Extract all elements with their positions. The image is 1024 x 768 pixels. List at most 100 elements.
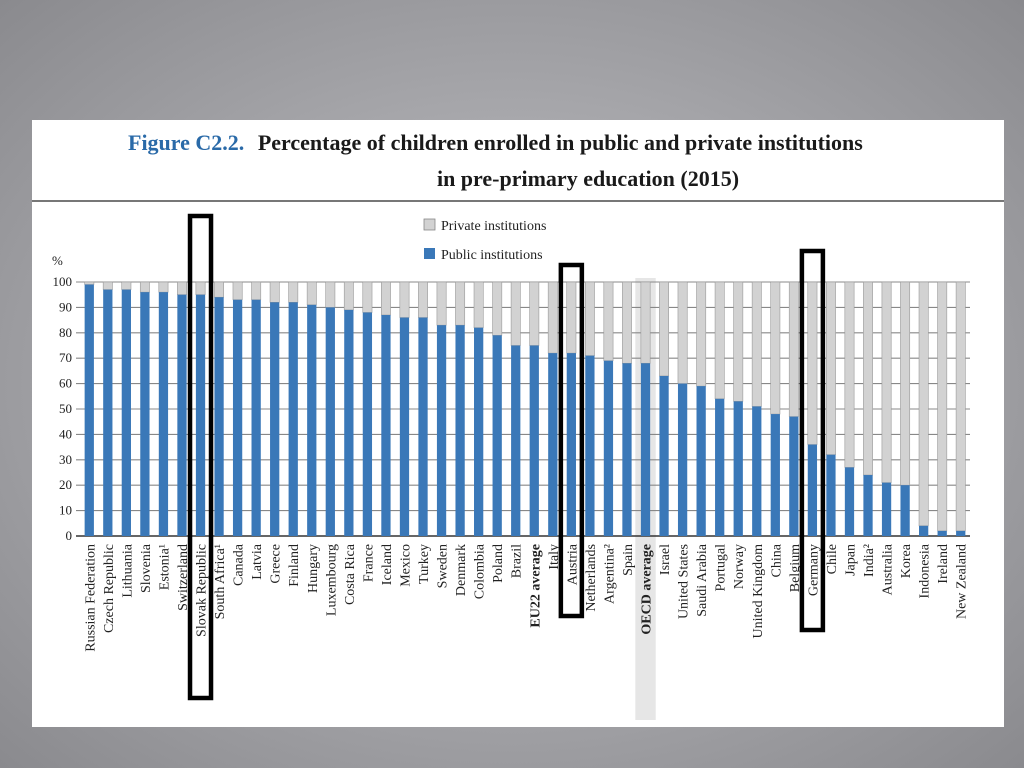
category-label: United States [677,544,692,619]
bar-private [788,281,799,417]
bar-private [751,281,762,407]
bar-public [937,530,947,536]
category-label: New Zealand [955,544,970,619]
category-label: Saudi Arabia [695,543,710,616]
category-label: Japan [843,544,858,576]
y-tick-label: 20 [59,477,72,492]
category-label: Austria [565,543,580,585]
category-label: Netherlands [584,544,599,612]
bar-private [473,281,484,329]
bar-public [511,345,521,536]
bar-private [399,281,410,318]
category-label: Chile [825,544,840,574]
bar-public [307,304,317,536]
bar-private [733,281,744,402]
category-label: Belgium [788,544,803,592]
bar-private [844,281,855,468]
bar-public [659,375,669,536]
category-label: France [361,544,376,582]
bar-public [677,383,688,536]
highlight-box [558,262,585,619]
bar-private [826,281,836,456]
bar-public [529,345,539,536]
category-label: China [769,543,784,577]
y-tick-label: 70 [59,350,72,365]
bar-public [251,299,261,536]
bar-public [474,327,484,536]
bar-private [84,281,95,285]
bar-public [418,317,428,536]
bar-public [399,317,410,536]
bar-private [306,281,317,306]
bar-private [900,281,911,486]
bar-private [381,281,391,316]
y-axis-unit: % [52,253,63,268]
category-label: Canada [232,543,247,586]
bar-public [325,307,335,536]
chart-title-line2: in pre-primary education (2015) [437,166,739,191]
bar-public [863,475,873,536]
bar-private [195,281,206,295]
y-tick-label: 10 [59,503,72,518]
bar-private [436,281,447,326]
category-label: EU22 average [528,544,543,628]
bar-public [696,386,706,536]
bar-private [177,281,187,295]
y-tick-label: 30 [59,452,72,467]
y-tick-label: 60 [59,376,72,391]
bar-private [362,281,373,313]
chart-slide: Figure C2.2. Percentage of children enro… [32,120,1004,727]
bar-private [659,281,669,377]
category-label: Estonia¹ [157,544,172,590]
y-tick-label: 90 [59,299,72,314]
bar-private [121,281,132,290]
bar-public [288,302,298,536]
bar-public [270,302,280,536]
bar-private [288,281,299,303]
highlight-box [799,248,826,633]
bar-private [863,281,873,476]
category-label: Russian Federation [83,544,98,652]
bar-private [158,281,169,293]
bar-public [715,398,725,536]
bar-public [919,525,929,536]
category-label: OECD average [640,544,655,635]
category-label: Norway [732,544,747,589]
bar-private [232,281,243,301]
category-label: Luxembourg [324,544,339,616]
y-tick-label: 50 [59,401,72,416]
bar-public [140,292,150,536]
y-tick-label: 40 [59,426,72,441]
bar-public [622,363,632,536]
category-label: Poland [491,544,506,583]
bar-private [529,281,540,346]
category-label: Spain [621,544,636,576]
bar-public [770,414,780,536]
category-label: Latvia [250,543,265,580]
bar-public [492,335,502,536]
category-label: Slovak Republic [195,544,210,637]
bar-public [844,467,855,536]
legend-public: Public institutions [441,248,543,263]
bar-public [807,444,818,536]
category-label: Argentina² [602,544,617,604]
category-label: Ireland [936,544,951,584]
highlight-box [187,213,214,701]
bar-public [381,315,391,536]
bar-private [603,281,614,362]
category-label: United Kingdom [751,544,766,639]
category-label: Sweden [436,544,451,588]
bar-private [139,281,150,293]
category-label: Switzerland [176,544,191,611]
category-label: Colombia [473,543,488,599]
bar-private [455,281,466,326]
category-label: Hungary [306,544,321,593]
bar-private [937,281,948,532]
category-label: Mexico [398,544,413,587]
bar-private [492,281,503,336]
chart-title-line1: Percentage of children enrolled in publi… [258,130,863,155]
category-label: Germany [806,544,821,596]
bar-public [121,289,131,536]
category-label: Portugal [714,544,729,592]
y-tick-label: 100 [53,274,73,289]
